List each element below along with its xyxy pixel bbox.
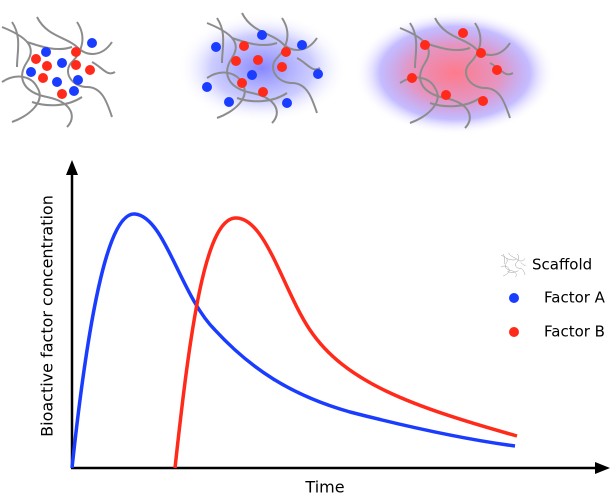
legend-dot [509, 327, 519, 337]
stage-2 [177, 12, 347, 124]
legend-dot [509, 293, 519, 303]
stage-1 [1, 16, 116, 128]
x-axis-label: Time [304, 478, 344, 497]
y-axis-label: Bioactive factor concentration [38, 195, 57, 437]
legend-label: Factor B [544, 323, 605, 341]
factor-b-curve [173, 216, 518, 469]
plot: Bioactive factor concentration Time [38, 160, 610, 497]
y-axis-arrow [66, 160, 78, 175]
legend-label: Scaffold [532, 256, 592, 274]
x-axis-arrow [595, 462, 610, 474]
factor-a-curve [70, 212, 516, 469]
legend-label: Factor A [544, 289, 606, 307]
release-stages [1, 11, 555, 135]
legend: Scaffold Factor A Factor B [500, 252, 606, 341]
stage-3 [355, 11, 555, 135]
